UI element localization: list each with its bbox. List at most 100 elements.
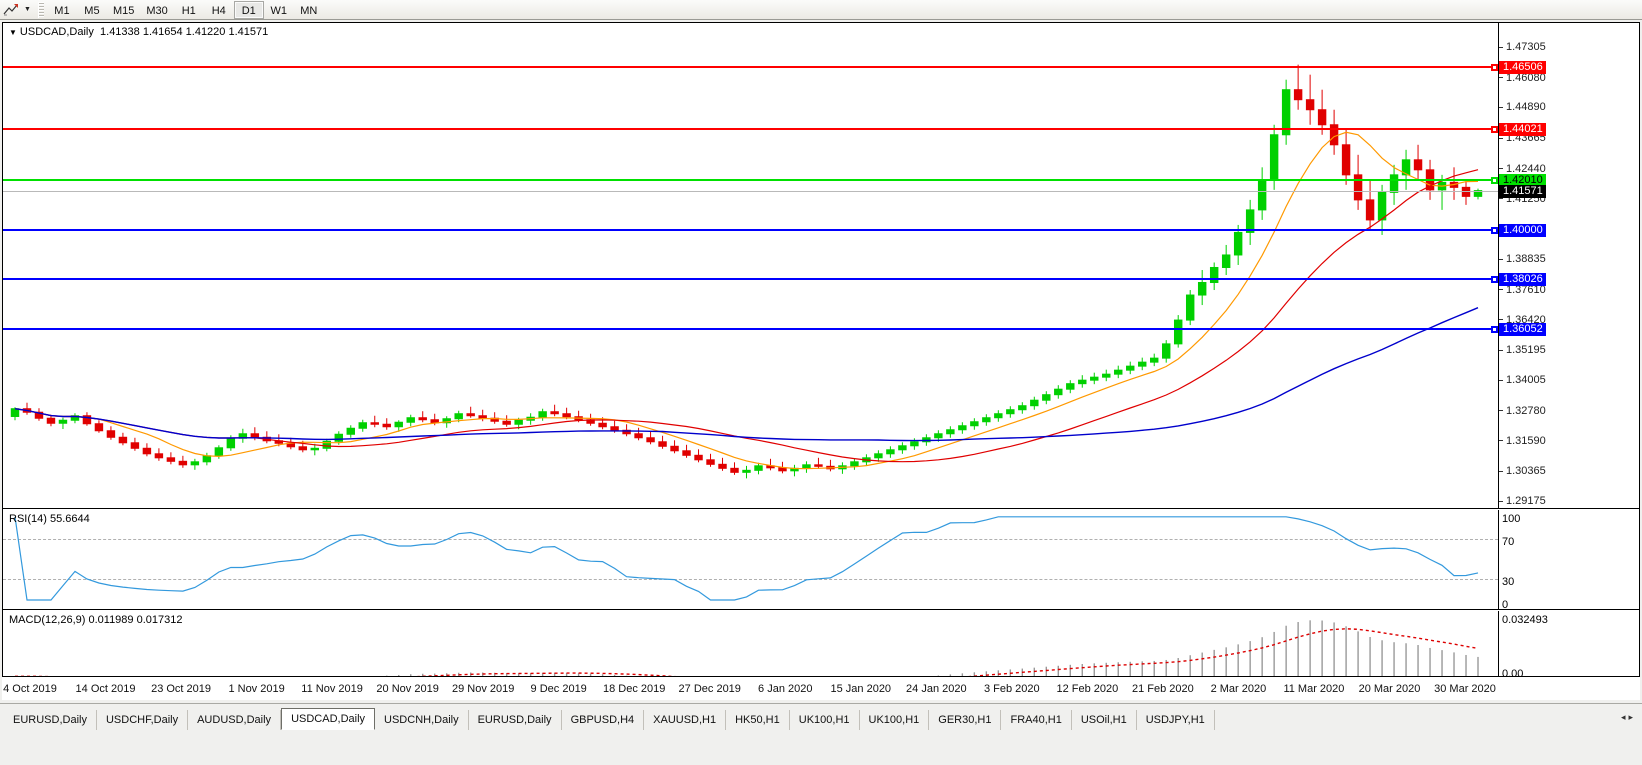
- price-candles-layer: [10, 64, 1483, 479]
- timeframe-button-h4[interactable]: H4: [211, 4, 226, 17]
- timeframe-button-mn[interactable]: MN: [300, 4, 318, 17]
- price-tick-1.43665: 1.43665: [1499, 133, 1546, 144]
- price-tick-1.37610: 1.37610: [1499, 284, 1546, 295]
- toolbar-drag-handle[interactable]: [37, 1, 44, 18]
- chart-tab-uk100-h1[interactable]: UK100,H1: [790, 710, 860, 730]
- chart-tab-usdcnh-daily[interactable]: USDCNH,Daily: [375, 710, 469, 730]
- chart-tab-usdjpy-h1[interactable]: USDJPY,H1: [1137, 710, 1215, 730]
- toolbar-dropdown-caret-icon[interactable]: ▼: [24, 6, 31, 13]
- level-handle-1.46506[interactable]: [1491, 64, 1498, 71]
- price-level-label-1.44021[interactable]: 1.44021: [1499, 123, 1546, 137]
- price-tick-1.36420: 1.36420: [1499, 314, 1546, 325]
- macd-tick-0-00: 0.00: [1502, 668, 1524, 680]
- price-level-label-1.38026[interactable]: 1.38026: [1499, 273, 1546, 287]
- price-tick-1.32780: 1.32780: [1499, 405, 1546, 416]
- chart-tab-audusd-daily[interactable]: AUDUSD,Daily: [188, 710, 282, 730]
- date-tick: 14 Oct 2019: [75, 683, 136, 695]
- price-tick-1.41250: 1.41250: [1499, 193, 1546, 204]
- chart-tab-ger30-h1[interactable]: GER30,H1: [929, 710, 1002, 730]
- level-handle-1.36052[interactable]: [1491, 325, 1498, 333]
- date-tick: 20 Mar 2020: [1358, 683, 1421, 695]
- tab-scroll-right-icon[interactable]: ▸: [1628, 712, 1636, 722]
- price-level-label-1.40000[interactable]: 1.40000: [1499, 223, 1546, 237]
- chart-ohlc-values: 1.41338 1.41654 1.41220 1.41571: [100, 26, 269, 38]
- price-tick-1.31590: 1.31590: [1499, 435, 1546, 446]
- price-tick-1.35195: 1.35195: [1499, 345, 1546, 356]
- chart-tab-gbpusd-h4[interactable]: GBPUSD,H4: [562, 710, 645, 730]
- timeframe-button-m1[interactable]: M1: [54, 4, 70, 17]
- price-level-label-1.36052[interactable]: 1.36052: [1499, 322, 1546, 336]
- chart-tab-list: EURUSD,Daily USDCHF,Daily AUDUSD,Daily USDC…: [4, 708, 1215, 730]
- timeframe-button-w1[interactable]: W1: [270, 4, 288, 17]
- price-axis[interactable]: 1.47305 1.46080 1.44890 1.43665 1.42440 1.412…: [1499, 23, 1639, 508]
- level-handle-1.40000[interactable]: [1491, 226, 1498, 234]
- price-plot-area[interactable]: [3, 23, 1498, 508]
- chart-tab-uk100-h1[interactable]: UK100,H1: [860, 710, 930, 730]
- price-tick-1.44890: 1.44890: [1499, 102, 1546, 113]
- date-tick: 30 Mar 2020: [1434, 683, 1496, 695]
- price-axis-divider: [1498, 23, 1499, 508]
- level-handle-1.38026[interactable]: [1491, 276, 1498, 284]
- date-tick: 29 Nov 2019: [451, 683, 515, 695]
- rsi-plot-area[interactable]: [3, 510, 1498, 609]
- date-tick: 24 Jan 2020: [906, 683, 967, 695]
- rsi-header: RSI(14) 55.6644: [9, 513, 90, 525]
- price-level-label-1.41571[interactable]: 1.41571: [1499, 184, 1546, 198]
- level-line-1.44021[interactable]: [3, 128, 1498, 131]
- price-tick-1.34005: 1.34005: [1499, 375, 1546, 386]
- rsi-pane[interactable]: RSI(14) 55.6644 100 70 30 0: [3, 510, 1639, 610]
- level-line-1.36052[interactable]: [3, 327, 1498, 330]
- timeframe-button-d1[interactable]: D1: [233, 0, 264, 19]
- rsi-level-30: [3, 579, 1498, 580]
- chart-tools-icon[interactable]: [0, 1, 22, 19]
- price-pane[interactable]: ▼ USDCAD,Daily 1.41338 1.41654 1.41220 1.…: [3, 23, 1639, 509]
- pane-collapse-caret-icon[interactable]: ▼: [9, 28, 17, 37]
- chart-tab-fra40-h1[interactable]: FRA40,H1: [1001, 710, 1072, 730]
- chart-tab-eurusd-daily[interactable]: EURUSD,Daily: [469, 710, 562, 730]
- timeframe-button-m30[interactable]: M30: [146, 4, 168, 17]
- rsi-level-70: [3, 539, 1498, 540]
- chart-tab-bar: EURUSD,Daily USDCHF,Daily AUDUSD,Daily USDC…: [0, 703, 1642, 765]
- timeframe-button-m5[interactable]: M5: [84, 4, 100, 17]
- macd-tick-0-032493: 0.032493: [1502, 614, 1548, 626]
- timeframe-button-h1[interactable]: H1: [181, 4, 196, 17]
- level-line-1.46506[interactable]: [3, 66, 1498, 68]
- date-axis[interactable]: 4 Oct 2019 14 Oct 2019 23 Oct 2019 1 Nov 20…: [2, 676, 1640, 700]
- price-level-label-1.42010[interactable]: 1.42010: [1499, 173, 1546, 187]
- chart-tab-xauusd-h1[interactable]: XAUUSD,H1: [644, 710, 727, 730]
- date-tick: 9 Dec 2019: [530, 683, 587, 695]
- chart-tab-hk50-h1[interactable]: HK50,H1: [726, 710, 790, 730]
- chart-container: ▼ USDCAD,Daily 1.41338 1.41654 1.41220 1.…: [2, 22, 1640, 700]
- price-tick-1.29175: 1.29175: [1499, 496, 1546, 507]
- tab-scroll-controls[interactable]: ◂▸: [1621, 712, 1636, 723]
- date-tick: 12 Feb 2020: [1056, 683, 1119, 695]
- chart-tab-usdcad-daily[interactable]: USDCAD,Daily: [281, 708, 376, 730]
- date-tick: 15 Jan 2020: [830, 683, 892, 695]
- chart-tab-eurusd-daily[interactable]: EURUSD,Daily: [4, 710, 97, 730]
- timeframe-button-m15[interactable]: M15: [112, 4, 135, 17]
- rsi-axis-divider: [1498, 510, 1499, 609]
- rsi-tick-100: 100: [1502, 513, 1521, 525]
- rsi-axis: 100 70 30 0: [1499, 510, 1639, 610]
- price-level-label-1.46506[interactable]: 1.46506: [1499, 61, 1546, 74]
- date-tick: 27 Dec 2019: [678, 683, 741, 695]
- date-tick: 1 Nov 2019: [228, 683, 285, 695]
- date-tick: 20 Nov 2019: [376, 683, 439, 695]
- level-line-1.42010[interactable]: [3, 178, 1498, 181]
- date-tick: 3 Feb 2020: [984, 683, 1040, 695]
- rsi-tick-0: 0: [1502, 599, 1509, 610]
- level-line-1.40000[interactable]: [3, 228, 1498, 231]
- chart-tab-usoil-h1[interactable]: USOil,H1: [1072, 710, 1137, 730]
- chart-tab-usdchf-daily[interactable]: USDCHF,Daily: [97, 710, 189, 730]
- tab-scroll-left-icon[interactable]: ◂: [1620, 712, 1629, 722]
- rsi-tick-70: 70: [1502, 536, 1515, 548]
- level-line-1.38026[interactable]: [3, 278, 1498, 281]
- level-handle-1.44021[interactable]: [1491, 126, 1498, 134]
- price-tick-1.46080: 1.46080: [1499, 72, 1546, 83]
- chart-toolbar: ▼ M1 M5 M15 M30 H1 H4 D1 W1 MN: [0, 0, 1642, 20]
- level-handle-1.42010[interactable]: [1491, 176, 1498, 184]
- last-price-line: [3, 190, 1498, 192]
- date-tick: 21 Feb 2020: [1132, 683, 1194, 695]
- price-tick-1.47305: 1.47305: [1499, 42, 1546, 53]
- date-tick: 2 Mar 2020: [1210, 683, 1267, 695]
